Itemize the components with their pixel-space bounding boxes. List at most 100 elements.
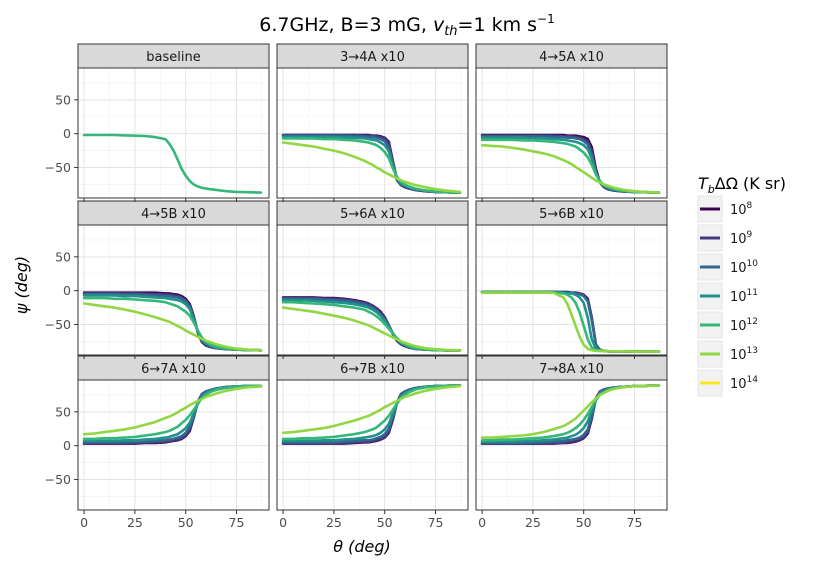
y-tick-label: 0 [63, 438, 71, 453]
series-line [281, 141, 462, 194]
x-tick-label: 25 [525, 515, 541, 530]
panel-border [276, 224, 469, 356]
series-line [82, 302, 263, 352]
facet-strip [77, 355, 270, 381]
x-tick-label: 75 [229, 515, 245, 530]
series-line [82, 133, 263, 194]
x-tick-label: 0 [478, 515, 486, 530]
panel-background [78, 225, 269, 355]
facet-strip-label: 4→5B x10 [141, 207, 206, 222]
x-tick-label: 0 [279, 515, 287, 530]
facet-strip-label: 5→6A x10 [340, 207, 405, 222]
series-line [480, 384, 661, 439]
y-tick-label: 0 [63, 126, 71, 141]
panel-border [77, 224, 270, 356]
x-tick-label: 50 [576, 515, 592, 530]
legend-item: 1014 [697, 369, 758, 397]
series-line [82, 384, 263, 441]
facet-panel: 4→5B x10 [77, 200, 270, 356]
y-tick-label: −50 [45, 160, 71, 175]
x-tick-label: 25 [326, 515, 342, 530]
facet-panel: 6→7B x10 [276, 355, 469, 511]
legend-item: 108 [697, 195, 753, 223]
series-line [480, 138, 661, 194]
y-tick-label: 50 [55, 92, 71, 107]
legend-label: 1010 [730, 259, 758, 276]
facet-panel: 3→4A x10 [276, 43, 469, 199]
facet-panel: 6→7A x10 [77, 355, 270, 511]
panel-border [475, 67, 668, 199]
x-tick-label: 25 [127, 515, 143, 530]
y-tick-label: 0 [63, 283, 71, 298]
panel-background [78, 68, 269, 198]
facet-strip [77, 43, 270, 69]
y-tick-label: −50 [45, 317, 71, 332]
x-axis-label: θ (deg) [333, 537, 391, 556]
legend-item: 1010 [697, 253, 758, 281]
x-tick-label: 50 [178, 515, 194, 530]
facet-panel: baseline [77, 43, 270, 199]
legend-label: 1013 [730, 346, 758, 363]
panel-border [276, 379, 469, 511]
x-tick-label: 50 [377, 515, 393, 530]
x-tick-label: 75 [428, 515, 444, 530]
facet-strip-label: 4→5A x10 [539, 50, 604, 65]
chart-title: 6.7GHz, B=3 mG, vth=1 km s−1 [259, 12, 554, 39]
panel-border [475, 379, 668, 511]
panel-background [476, 225, 667, 355]
x-tick-label: 75 [627, 515, 643, 530]
facet-strip-label: 5→6B x10 [539, 207, 604, 222]
facet-strip-label: 3→4A x10 [340, 50, 405, 65]
legend-label: 1014 [730, 375, 758, 392]
series-line [281, 384, 462, 435]
facet-panels: baseline 3→4A x10 4→5A x10 4→5B x10 5→6A x10… [77, 43, 668, 511]
facet-strip [276, 200, 469, 226]
series-line [480, 291, 661, 353]
y-tick-label: −50 [45, 472, 71, 487]
legend-item: 1012 [697, 311, 758, 339]
facet-panel: 4→5A x10 [475, 43, 668, 199]
facet-strip [276, 43, 469, 69]
panel-border [276, 67, 469, 199]
series-line [281, 306, 462, 352]
series-line [281, 384, 462, 441]
facet-strip [475, 43, 668, 69]
panel-background [277, 225, 468, 355]
y-axis-ticks: −50 0 50 −50 0 50 −50 0 50 [45, 92, 78, 487]
panel-background [476, 68, 667, 198]
y-tick-label: 50 [55, 249, 71, 264]
facet-strip-label: 7→8A x10 [539, 362, 604, 377]
facet-strip-label: 6→7B x10 [340, 362, 405, 377]
panel-border [77, 379, 270, 511]
x-axis-ticks: 0 25 50 75 0 25 50 75 0 25 50 75 [80, 198, 642, 530]
legend: TbΔΩ (K sr) 108 109 1010 1011 1012 1013 1014 [697, 174, 786, 397]
x-tick-label: 0 [80, 515, 88, 530]
series-line [82, 385, 263, 436]
facet-panel: 5→6B x10 [475, 200, 668, 356]
legend-label: 1011 [730, 288, 758, 305]
panel-background [277, 68, 468, 198]
legend-item: 109 [697, 224, 753, 252]
legend-item: 1013 [697, 340, 758, 368]
series-line [480, 143, 661, 194]
series-line [281, 137, 462, 194]
panel-border [475, 224, 668, 356]
series-line [281, 300, 462, 352]
panel-background [277, 380, 468, 510]
facet-panel: 5→6A x10 [276, 200, 469, 356]
legend-label: 109 [730, 230, 753, 247]
legend-label: 108 [730, 201, 753, 218]
legend-label: 1012 [730, 317, 758, 334]
panel-background [78, 380, 269, 510]
facet-strip [475, 355, 668, 381]
legend-title: TbΔΩ (K sr) [698, 174, 786, 196]
y-axis-label: ψ (deg) [12, 256, 31, 314]
facet-panel: 7→8A x10 [475, 355, 668, 511]
panel-background [476, 380, 667, 510]
facet-strip-label: baseline [146, 50, 200, 65]
y-tick-label: 50 [55, 404, 71, 419]
legend-item: 1011 [697, 282, 758, 310]
series-line [82, 296, 263, 352]
panel-border [77, 67, 270, 199]
